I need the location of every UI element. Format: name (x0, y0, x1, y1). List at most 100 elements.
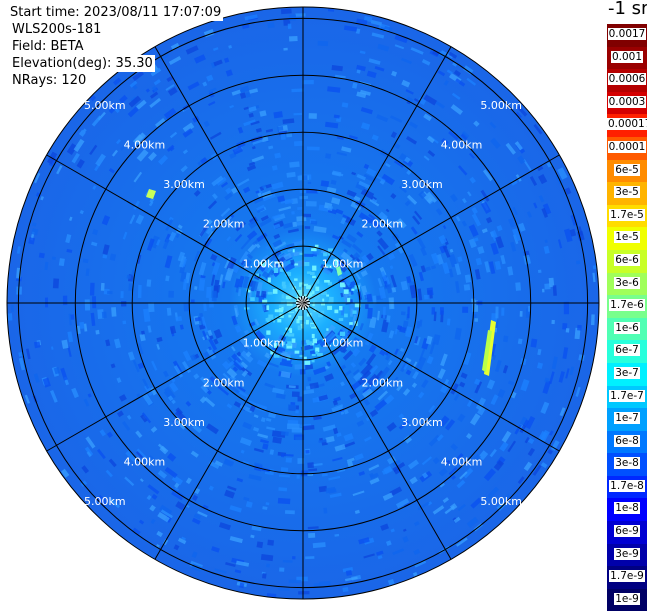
speckle-cell (165, 84, 175, 91)
speckle-cell (232, 360, 243, 371)
speckle-cell (95, 496, 107, 508)
speckle-cell (378, 366, 390, 380)
speckle-cell (354, 453, 364, 461)
speckle-cell (171, 489, 185, 501)
speckle-cell (277, 125, 284, 132)
speckle-cell (412, 215, 421, 225)
speckle-cell (143, 308, 151, 322)
speckle-cell (363, 398, 371, 406)
ppi-speckle (7, 8, 597, 598)
speckle-cell (283, 47, 288, 51)
speckle-cell (331, 64, 343, 72)
speckle-cell (284, 453, 294, 457)
speckle-cell (349, 299, 353, 304)
speckle-cell (136, 448, 147, 460)
speckle-cell (351, 243, 363, 254)
near-field-cell (273, 268, 278, 273)
speckle-cell (262, 193, 276, 202)
speckle-cell (254, 318, 260, 326)
near-field-cell (314, 244, 319, 248)
speckle-cell (208, 87, 217, 93)
speckle-cell (325, 153, 332, 159)
info-box: Start time: 2023/08/11 17:07:09 WLS200s-… (0, 4, 224, 89)
speckle-cell (122, 231, 128, 240)
near-field-cell (306, 285, 311, 289)
speckle-cell (194, 286, 198, 290)
speckle-cell (369, 477, 380, 485)
speckle-cell (175, 419, 187, 430)
speckle-cell (435, 208, 443, 216)
speckle-cell (266, 593, 277, 598)
speckle-cell (265, 245, 271, 250)
speckle-cell (304, 253, 314, 258)
speckle-cell (524, 436, 530, 444)
speckle-cell (106, 431, 114, 438)
speckle-cell (245, 501, 253, 508)
speckle-cell (265, 128, 274, 133)
near-field-cell (298, 316, 303, 321)
speckle-cell (298, 591, 310, 595)
speckle-cell (226, 403, 233, 409)
speckle-cell (459, 381, 466, 388)
speckle-cell (523, 419, 529, 427)
speckle-cell (148, 151, 157, 161)
near-field-cell (320, 310, 325, 315)
colorbar-cell: 0.001 (607, 46, 647, 70)
speckle-cell (551, 356, 558, 370)
speckle-cell (353, 195, 361, 202)
colorbar-tick-label: 3e-5 (614, 186, 640, 199)
near-field-cell (312, 275, 316, 279)
speckle-cell (530, 338, 538, 348)
speckle-cell (266, 426, 276, 431)
speckle-cell (457, 256, 463, 263)
speckle-cell (552, 285, 557, 296)
speckle-cell (245, 91, 251, 98)
speckle-cell (245, 351, 252, 358)
speckle-cell (214, 460, 224, 467)
colorbar-tick-label: 6e-8 (614, 434, 640, 447)
speckle-cell (311, 463, 323, 467)
speckle-cell (147, 325, 152, 333)
speckle-cell (185, 45, 199, 55)
speckle-cell (442, 497, 449, 503)
speckle-cell (226, 236, 232, 242)
speckle-cell (266, 563, 270, 568)
speckle-cell (168, 381, 179, 393)
speckle-cell (448, 254, 458, 268)
speckle-cell (33, 373, 40, 383)
speckle-cell (278, 206, 292, 212)
colorbar-tick-label: 3e-8 (614, 457, 640, 470)
speckle-cell (446, 318, 451, 326)
speckle-cell (187, 81, 200, 91)
near-field-cell (335, 260, 339, 266)
speckle-cell (456, 453, 464, 461)
speckle-cell (185, 477, 192, 485)
speckle-cell (408, 253, 418, 267)
start-time-label: Start time: 2023/08/11 17:07:09 (0, 4, 224, 21)
speckle-cell (133, 200, 140, 210)
speckle-cell (177, 224, 183, 230)
speckle-cell (113, 77, 122, 86)
speckle-cell (206, 347, 217, 360)
speckle-cell (207, 200, 218, 210)
near-field-cell (310, 304, 313, 309)
speckle-cell (173, 544, 180, 551)
speckle-cell (79, 321, 85, 329)
speckle-cell (199, 225, 209, 237)
speckle-cell (207, 329, 213, 337)
speckle-cell (557, 239, 563, 249)
speckle-cell (514, 141, 523, 151)
speckle-cell (264, 382, 276, 389)
speckle-cell (390, 131, 398, 139)
speckle-cell (321, 473, 328, 477)
colorbar-cell: 1.7e-6 (607, 295, 647, 318)
speckle-cell (253, 462, 263, 468)
speckle-cell (438, 234, 448, 245)
speckle-cell (242, 460, 250, 465)
speckle-cell (418, 391, 425, 399)
speckle-cell (325, 435, 335, 443)
near-field-cell (278, 307, 283, 313)
near-field-cell (326, 294, 329, 297)
speckle-cell (157, 470, 168, 479)
speckle-cell (259, 110, 267, 117)
